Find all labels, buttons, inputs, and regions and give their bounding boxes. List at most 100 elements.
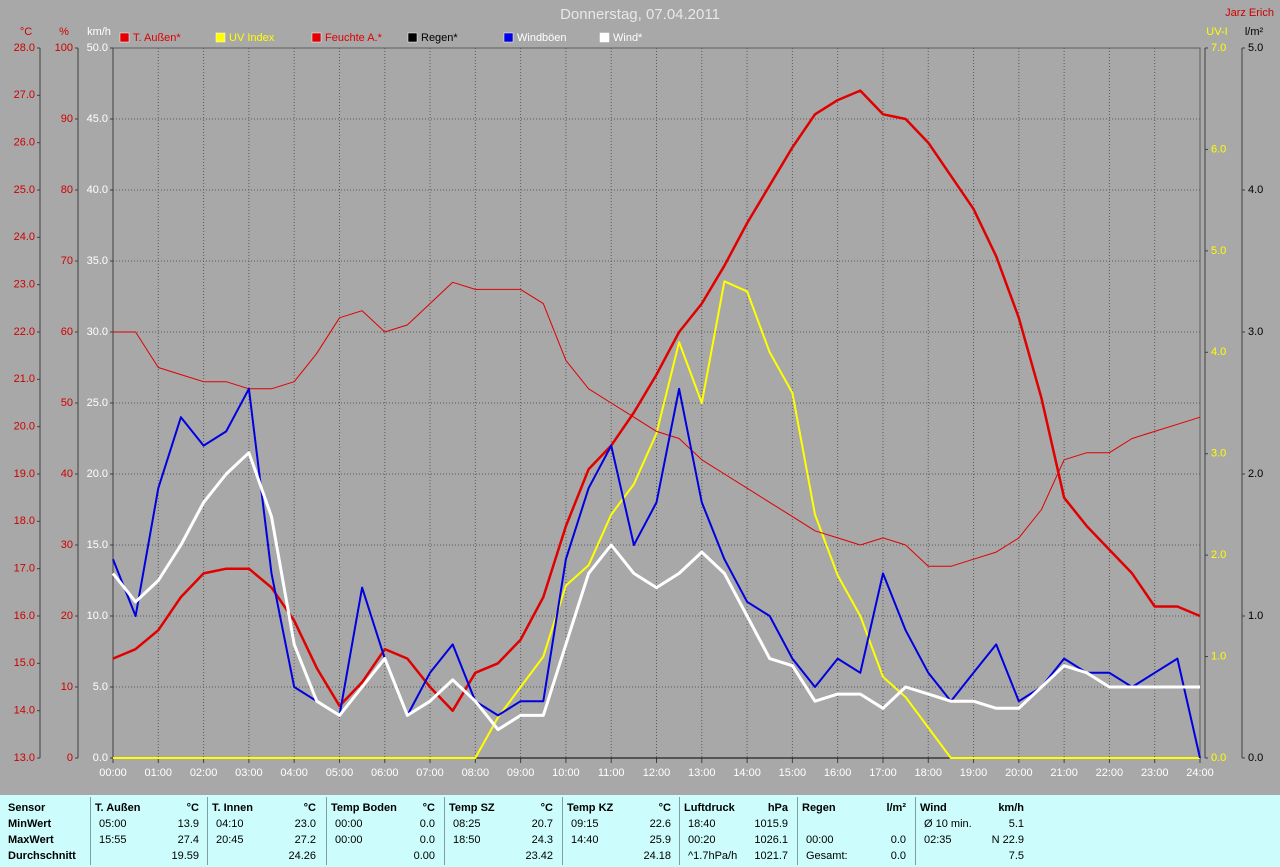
group-unit: °C: [658, 802, 671, 814]
cell-value: 27.4: [177, 834, 199, 846]
legend-swatch: [407, 32, 418, 43]
cell-value: 1026.1: [754, 834, 788, 846]
x-tick-label: 03:00: [235, 767, 263, 779]
cell-value: 5.1: [1008, 818, 1024, 830]
y-tick-label: 20.0: [14, 421, 35, 433]
y-tick-label: 21.0: [14, 373, 35, 385]
cell-time: 20:45: [216, 834, 244, 846]
x-tick-label: 07:00: [416, 767, 444, 779]
separator: [562, 797, 563, 865]
summary-table: Sensor MinWert MaxWert Durchschnitt T. Außen…: [0, 795, 1280, 867]
axis-unit: UV-I: [1206, 26, 1227, 38]
legend-swatch: [599, 32, 610, 43]
y-tick-label: 23.0: [14, 279, 35, 291]
series-line: [112, 387, 1201, 759]
cell-time: 09:15: [571, 818, 599, 830]
y-tick-label: 35.0: [87, 255, 108, 267]
group-unit: °C: [540, 802, 553, 814]
cell-time: 00:20: [688, 834, 716, 846]
separator: [679, 797, 680, 865]
cell-value: 24.3: [531, 834, 553, 846]
group-unit: °C: [422, 802, 435, 814]
group-name: Temp SZ: [449, 802, 495, 814]
cell-time: ^1.7hPa/h: [688, 850, 738, 862]
group-name: Luftdruck: [684, 802, 735, 814]
x-tick-label: 23:00: [1141, 767, 1169, 779]
x-tick-label: 16:00: [824, 767, 852, 779]
cell-time: 00:00: [335, 834, 363, 846]
y-tick-label: 3.0: [1248, 326, 1263, 338]
group-unit: °C: [303, 802, 316, 814]
cell-time: 05:00: [99, 818, 127, 830]
y-tick-label: 0.0: [1211, 752, 1226, 764]
x-tick-label: 08:00: [462, 767, 490, 779]
y-tick-label: 25.0: [87, 397, 108, 409]
separator: [90, 797, 91, 865]
x-tick-label: 09:00: [507, 767, 535, 779]
cell-value: 0.0: [890, 834, 906, 846]
cell-value: 0.0: [890, 850, 906, 862]
y-tick-label: 100: [55, 42, 73, 54]
y-tick-label: 24.0: [14, 231, 35, 243]
y-tick-label: 45.0: [87, 113, 108, 125]
group-unit: °C: [186, 802, 199, 814]
y-tick-label: 4.0: [1248, 184, 1263, 196]
cell-value: 19.59: [171, 850, 199, 862]
table-header: Sensor: [8, 802, 46, 814]
row-label: MinWert: [8, 818, 52, 830]
separator: [326, 797, 327, 865]
group-name: T. Außen: [95, 802, 141, 814]
y-tick-label: 20: [61, 610, 73, 622]
group-name: T. Innen: [212, 802, 253, 814]
x-tick-label: 04:00: [280, 767, 308, 779]
legend-label: Regen*: [421, 32, 458, 44]
y-tick-label: 10.0: [87, 610, 108, 622]
separator: [797, 797, 798, 865]
y-tick-label: 40: [61, 468, 73, 480]
y-tick-label: 50.0: [87, 42, 108, 54]
y-tick-label: 70: [61, 255, 73, 267]
series-line: [112, 89, 1201, 712]
legend-swatch: [119, 32, 130, 43]
x-tick-label: 15:00: [779, 767, 807, 779]
y-tick-label: 13.0: [14, 752, 35, 764]
series-line: [113, 280, 1200, 759]
y-tick-label: 14.0: [14, 705, 35, 717]
y-tick-label: 60: [61, 326, 73, 338]
legend-label: Wind*: [613, 32, 643, 44]
group-unit: hPa: [767, 802, 788, 814]
y-tick-label: 50: [61, 397, 73, 409]
y-tick-label: 27.0: [14, 89, 35, 101]
cell-time: 18:50: [453, 834, 481, 846]
x-tick-label: 12:00: [643, 767, 671, 779]
y-tick-label: 80: [61, 184, 73, 196]
x-tick-label: 24:00: [1186, 767, 1214, 779]
y-tick-label: 1.0: [1248, 610, 1263, 622]
y-tick-label: 26.0: [14, 137, 35, 149]
y-tick-label: 0.0: [1248, 752, 1263, 764]
series-line: [113, 281, 1201, 567]
y-tick-label: 22.0: [14, 326, 35, 338]
y-tick-label: 0: [67, 752, 73, 764]
y-tick-label: 30.0: [87, 326, 108, 338]
axis-unit: l/m²: [1245, 26, 1264, 38]
separator: [444, 797, 445, 865]
cell-value: 0.0: [419, 818, 435, 830]
y-tick-label: 2.0: [1211, 549, 1226, 561]
x-tick-label: 20:00: [1005, 767, 1033, 779]
x-tick-label: 00:00: [99, 767, 127, 779]
y-tick-label: 3.0: [1211, 448, 1226, 460]
y-tick-label: 10: [61, 681, 73, 693]
y-tick-label: 6.0: [1211, 143, 1226, 155]
chart-title: Donnerstag, 07.04.2011: [560, 6, 720, 23]
y-tick-label: 18.0: [14, 515, 35, 527]
x-tick-label: 06:00: [371, 767, 399, 779]
cell-value: N 22.9: [991, 834, 1024, 846]
y-tick-label: 7.0: [1211, 42, 1226, 54]
x-tick-label: 11:00: [598, 767, 625, 779]
separator: [915, 797, 916, 865]
y-tick-label: 20.0: [87, 468, 108, 480]
cell-value: 1015.9: [754, 818, 788, 830]
y-tick-label: 2.0: [1248, 468, 1263, 480]
